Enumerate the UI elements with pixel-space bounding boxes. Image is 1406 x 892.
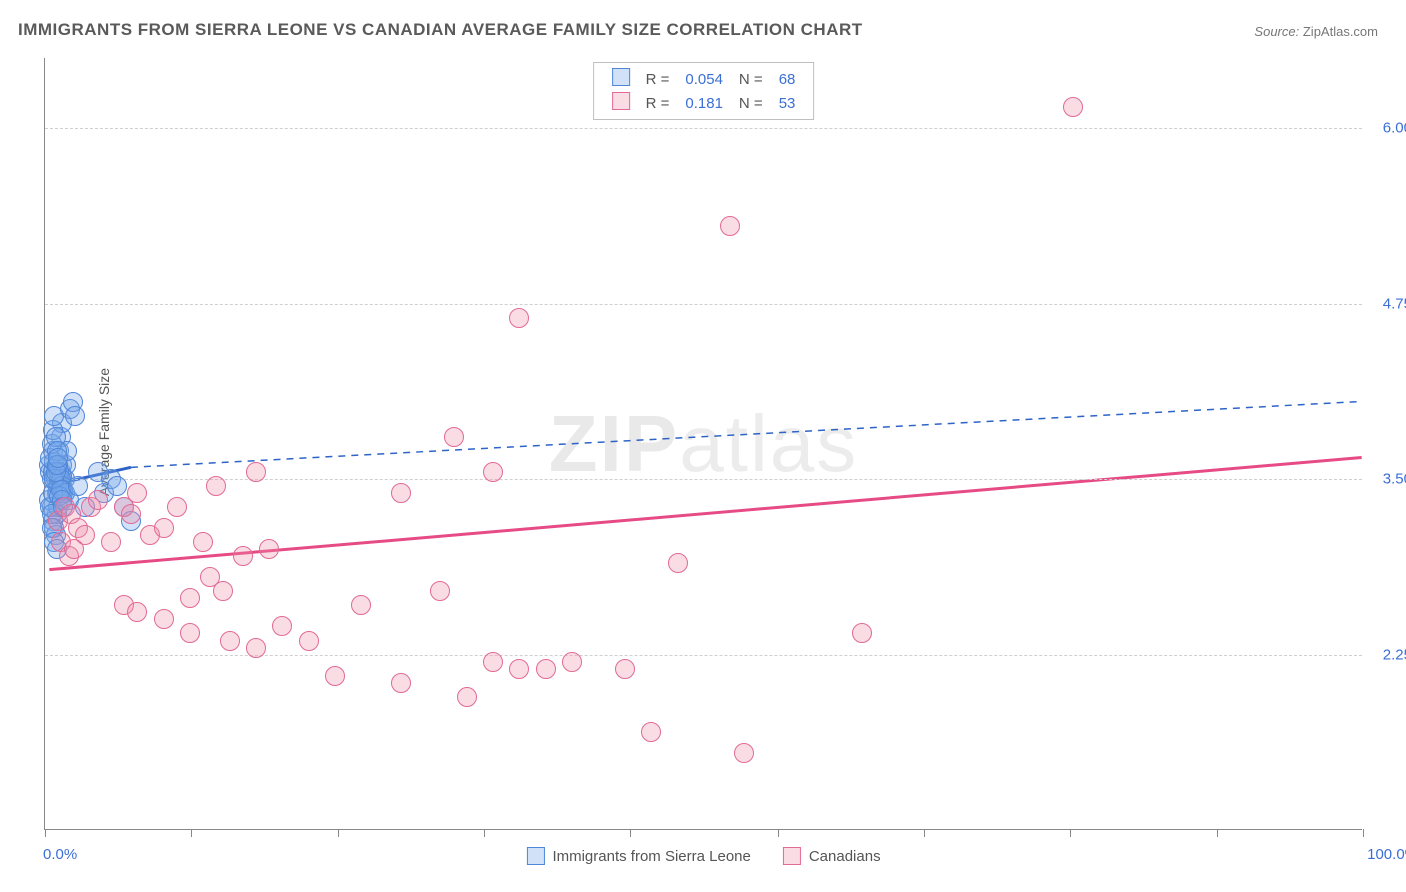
data-point-ca (213, 581, 233, 601)
data-point-sl (48, 448, 68, 468)
legend-item-ca: Canadians (783, 847, 881, 865)
data-point-ca (509, 308, 529, 328)
data-point-ca (430, 581, 450, 601)
data-point-ca (246, 638, 266, 658)
x-tick (630, 829, 631, 837)
data-point-ca (272, 616, 292, 636)
x-tick (1363, 829, 1364, 837)
correlation-legend-box: R = 0.054 N = 68 R = 0.181 N = 53 (593, 62, 815, 120)
data-point-sl (107, 476, 127, 496)
gridline (45, 128, 1362, 129)
swatch-sl-icon (612, 68, 630, 86)
source-prefix: Source: (1254, 24, 1299, 39)
gridline (45, 655, 1362, 656)
data-point-ca (444, 427, 464, 447)
correlation-row-sl: R = 0.054 N = 68 (604, 67, 804, 91)
gridline (45, 304, 1362, 305)
r-label: R = (638, 91, 678, 115)
data-point-ca (615, 659, 635, 679)
x-min-label: 0.0% (43, 846, 77, 863)
series-legend: Immigrants from Sierra Leone Canadians (526, 847, 880, 865)
data-point-ca (246, 462, 266, 482)
correlation-row-ca: R = 0.181 N = 53 (604, 91, 804, 115)
data-point-ca (206, 476, 226, 496)
plot-region: ZIPatlas R = 0.054 N = 68 R = 0.181 N = … (44, 58, 1362, 830)
data-point-ca (483, 652, 503, 672)
n-label: N = (731, 91, 771, 115)
legend-label-ca: Canadians (809, 848, 881, 865)
data-point-ca (154, 609, 174, 629)
data-point-ca (180, 588, 200, 608)
data-point-ca (668, 553, 688, 573)
y-tick-label: 3.50 (1370, 471, 1406, 488)
data-point-ca (127, 602, 147, 622)
data-point-ca (641, 722, 661, 742)
trend-lines-svg (45, 58, 1362, 829)
y-tick-label: 4.75 (1370, 295, 1406, 312)
watermark: ZIPatlas (549, 398, 858, 490)
legend-swatch-sl-icon (526, 847, 544, 865)
data-point-sl (68, 476, 88, 496)
data-point-ca (720, 216, 740, 236)
x-max-label: 100.0% (1367, 846, 1406, 863)
data-point-ca (734, 743, 754, 763)
r-value-ca: 0.181 (677, 91, 731, 115)
n-value-sl: 68 (771, 67, 804, 91)
legend-item-sl: Immigrants from Sierra Leone (526, 847, 750, 865)
correlation-table: R = 0.054 N = 68 R = 0.181 N = 53 (604, 67, 804, 115)
data-point-ca (483, 462, 503, 482)
x-tick (1070, 829, 1071, 837)
data-point-ca (259, 539, 279, 559)
swatch-ca-icon (612, 92, 630, 110)
chart-title: IMMIGRANTS FROM SIERRA LEONE VS CANADIAN… (18, 20, 863, 40)
n-value-ca: 53 (771, 91, 804, 115)
x-tick (484, 829, 485, 837)
data-point-ca (127, 483, 147, 503)
data-point-ca (391, 483, 411, 503)
data-point-ca (233, 546, 253, 566)
data-point-ca (154, 518, 174, 538)
data-point-ca (299, 631, 319, 651)
data-point-ca (351, 595, 371, 615)
source-attribution: Source: ZipAtlas.com (1254, 24, 1378, 39)
x-tick (338, 829, 339, 837)
gridline (45, 479, 1362, 480)
data-point-ca (562, 652, 582, 672)
r-value-sl: 0.054 (677, 67, 731, 91)
data-point-ca (101, 532, 121, 552)
data-point-ca (180, 623, 200, 643)
x-tick (191, 829, 192, 837)
x-tick (924, 829, 925, 837)
data-point-ca (64, 539, 84, 559)
n-label: N = (731, 67, 771, 91)
legend-swatch-ca-icon (783, 847, 801, 865)
watermark-rest: atlas (679, 399, 858, 488)
data-point-ca (325, 666, 345, 686)
x-tick (778, 829, 779, 837)
data-point-ca (391, 673, 411, 693)
data-point-ca (193, 532, 213, 552)
source-name: ZipAtlas.com (1303, 24, 1378, 39)
y-tick-label: 6.00 (1370, 120, 1406, 137)
r-label: R = (638, 67, 678, 91)
x-tick (45, 829, 46, 837)
y-tick-label: 2.25 (1370, 646, 1406, 663)
data-point-ca (509, 659, 529, 679)
chart-area: Average Family Size ZIPatlas R = 0.054 N… (44, 58, 1362, 830)
data-point-ca (167, 497, 187, 517)
data-point-ca (220, 631, 240, 651)
data-point-ca (852, 623, 872, 643)
data-point-ca (1063, 97, 1083, 117)
data-point-sl (65, 406, 85, 426)
data-point-ca (121, 504, 141, 524)
data-point-ca (457, 687, 477, 707)
data-point-ca (88, 490, 108, 510)
x-tick (1217, 829, 1218, 837)
legend-label-sl: Immigrants from Sierra Leone (552, 848, 750, 865)
watermark-bold: ZIP (549, 399, 679, 488)
data-point-ca (536, 659, 556, 679)
